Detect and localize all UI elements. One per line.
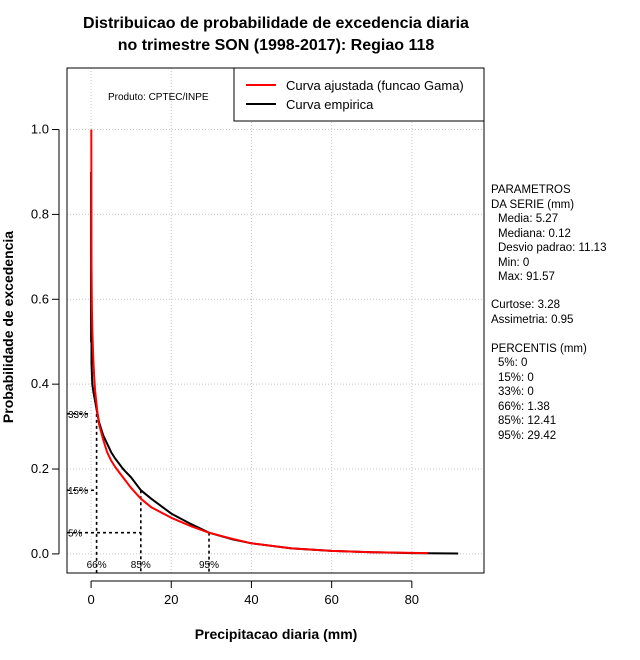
percentil-85: 85%: 12.41: [498, 415, 556, 427]
percentil-15: 15%: 0: [498, 372, 534, 384]
percentile-y-label-0: 33%: [68, 410, 88, 421]
x-tick-label-1: 20: [164, 592, 178, 607]
x-axis: 0 20 40 60 80: [87, 580, 419, 607]
y-tick-label-5: 1.0: [31, 122, 49, 137]
series-line-empirical: [90, 172, 459, 555]
stat-desvio: Desvio padrao: 11.13: [498, 242, 606, 254]
y-axis-title: Probabilidade de excedencia: [0, 231, 16, 423]
percentis-heading: PERCENTIS (mm): [491, 343, 587, 355]
percentile-guides: 33% 15% 5% 66% 85% 95%: [67, 410, 219, 573]
y-axis: 0.0 0.2 0.4 0.6 0.8 1.0: [31, 122, 60, 561]
x-tick-label-2: 40: [244, 592, 258, 607]
series-lines: [90, 129, 459, 555]
y-tick-label-0: 0.0: [31, 546, 49, 561]
y-tick-label-3: 0.6: [31, 291, 49, 306]
percentile-x-label-0: 66%: [87, 560, 107, 571]
y-tick-label-4: 0.8: [31, 206, 49, 221]
percentil-66: 66%: 1.38: [498, 401, 550, 413]
series-line-fitted: [90, 129, 428, 555]
stat-max: Max: 91.57: [498, 271, 555, 283]
percentil-95: 95%: 29.42: [498, 430, 556, 442]
percentil-5: 5%: 0: [498, 357, 527, 369]
stat-curtose: Curtose: 3.28: [491, 299, 560, 311]
y-tick-label-1: 0.2: [31, 461, 49, 476]
stats-panel: PARAMETROS DA SERIE (mm) Media: 5.27 Med…: [491, 184, 606, 442]
grid: [67, 68, 484, 573]
percentil-33: 33%: 0: [498, 386, 534, 398]
percentile-x-label-2: 95%: [199, 560, 219, 571]
percentile-y-label-1: 15%: [68, 486, 88, 497]
plot-frame: [66, 67, 485, 574]
legend-label-empirical: Curva empirica: [286, 97, 374, 112]
y-tick-label-2: 0.4: [31, 376, 49, 391]
x-tick-label-4: 80: [405, 592, 419, 607]
product-label: Produto: CPTEC/INPE: [108, 92, 209, 103]
stat-min: Min: 0: [498, 257, 529, 269]
legend: Curva ajustada (funcao Gama) Curva empir…: [233, 67, 485, 122]
chart-title-line2: no trimestre SON (1998-2017): Regiao 118: [118, 37, 435, 54]
stat-assimetria: Assimetria: 0.95: [491, 314, 573, 326]
stats-heading-2: DA SERIE (mm): [491, 199, 574, 211]
stat-media: Media: 5.27: [498, 213, 558, 225]
percentile-x-label-1: 85%: [131, 560, 151, 571]
chart-title-line1: Distribuicao de probabilidade de exceden…: [83, 15, 469, 32]
legend-box: [233, 67, 485, 122]
percentile-y-label-2: 5%: [68, 529, 83, 540]
x-tick-label-0: 0: [87, 592, 94, 607]
x-axis-title: Precipitacao diaria (mm): [195, 626, 358, 642]
stats-heading-1: PARAMETROS: [491, 184, 571, 196]
legend-label-fitted: Curva ajustada (funcao Gama): [286, 78, 464, 93]
stat-mediana: Mediana: 0.12: [498, 228, 571, 240]
x-tick-label-3: 60: [324, 592, 338, 607]
